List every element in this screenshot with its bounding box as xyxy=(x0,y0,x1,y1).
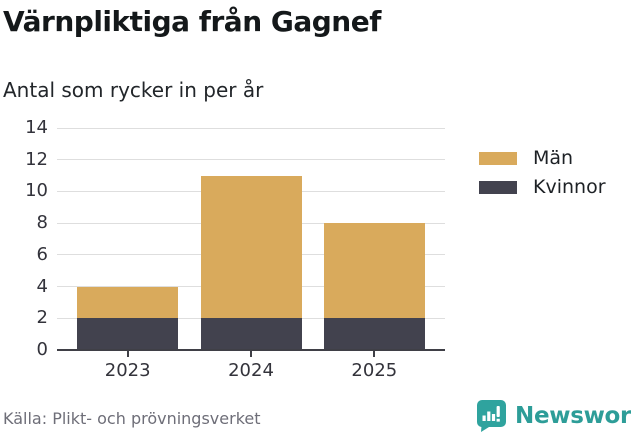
y-axis: 0 2 4 6 8 10 12 14 xyxy=(0,117,48,360)
x-axis: 2023 2024 2025 xyxy=(57,351,445,391)
y-tick-label-10: 10 xyxy=(25,180,48,202)
gridline-y-14 xyxy=(57,127,445,129)
legend-label: Kvinnor xyxy=(533,176,606,198)
x-tick-label-2024: 2024 xyxy=(228,360,274,381)
y-tick-label-4: 4 xyxy=(36,275,48,297)
bar-segment-2024-mn xyxy=(200,175,302,319)
x-tick-2024 xyxy=(250,351,252,357)
legend-item-kvinnor: Kvinnor xyxy=(479,176,606,198)
bar-segment-2025-kvinnor xyxy=(323,318,425,350)
legend-swatch-icon xyxy=(479,151,517,165)
newsworthy-brand[interactable]: Newsworthy xyxy=(476,399,631,432)
x-axis-line xyxy=(57,349,445,351)
bar-segment-2024-kvinnor xyxy=(200,318,302,350)
y-tick-label-6: 6 xyxy=(36,243,48,265)
chart-subtitle: Antal som rycker in per år xyxy=(3,78,264,102)
plot-area xyxy=(57,127,445,350)
x-tick-2025 xyxy=(373,351,376,357)
bar-segment-2025-mn xyxy=(323,223,425,319)
x-tick-label-2023: 2023 xyxy=(104,360,151,381)
brand-name: Newsworthy xyxy=(515,402,631,429)
legend-label: Män xyxy=(533,147,574,169)
bar-segment-2023-mn xyxy=(77,286,179,319)
legend-item-mn: Män xyxy=(479,147,606,169)
chart-title: Värnpliktiga från Gagnef xyxy=(3,5,381,38)
source-note: Källa: Plikt- och prövningsverket xyxy=(3,409,261,428)
x-tick-2023 xyxy=(126,351,129,357)
y-tick-label-2: 2 xyxy=(36,307,48,329)
x-tick-label-2025: 2025 xyxy=(351,360,398,381)
gridline-y-12 xyxy=(57,159,445,161)
bar-segment-2023-kvinnor xyxy=(77,318,179,350)
legend-swatch-icon xyxy=(479,180,517,194)
legend: Män Kvinnor xyxy=(479,147,606,205)
y-tick-label-14: 14 xyxy=(25,117,48,138)
y-tick-label-12: 12 xyxy=(25,148,48,170)
newsworthy-logo-icon xyxy=(476,400,506,432)
y-tick-label-8: 8 xyxy=(36,212,48,234)
y-tick-label-0: 0 xyxy=(36,339,48,360)
